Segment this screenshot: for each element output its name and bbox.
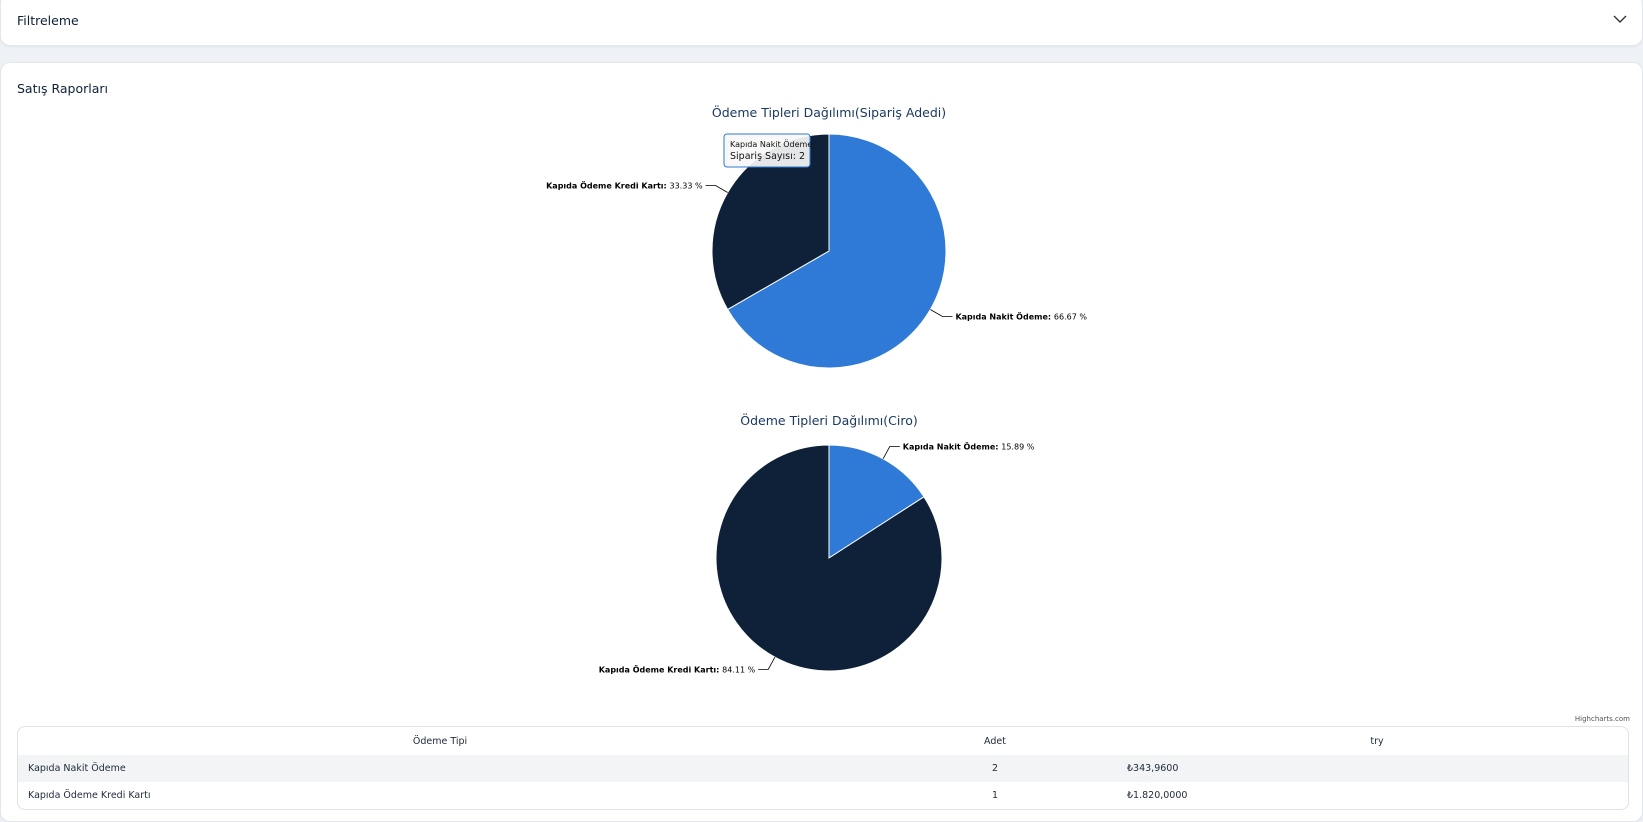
data-label: Kapıda Ödeme Kredi Kartı: 84.11 % <box>599 665 756 675</box>
filter-panel[interactable]: Filtreleme <box>0 0 1643 46</box>
data-label-connector <box>758 657 776 670</box>
tooltip-value: Sipariş Sayısı: 2 <box>730 151 805 162</box>
cell-payment-type: Kapıda Ödeme Kredi Kartı <box>28 790 151 801</box>
report-title: Satış Raporları <box>17 81 108 96</box>
pie-slice[interactable] <box>726 133 947 369</box>
cell-payment-type: Kapıda Nakit Ödeme <box>28 763 126 774</box>
data-label-connector <box>930 309 953 317</box>
column-header-payment-type[interactable]: Ödeme Tipi <box>412 735 468 747</box>
chart-tooltip: Kapıda Nakit Ödeme Sipariş Sayısı: 2 <box>723 133 812 168</box>
data-label-connector <box>705 185 728 193</box>
table-row: Kapıda Ödeme Kredi Kartı 1 ₺1.820,0000 <box>18 782 1628 809</box>
highcharts-credits[interactable]: Highcharts.com <box>1574 715 1630 723</box>
filter-title: Filtreleme <box>17 13 79 28</box>
data-label-connector <box>882 446 900 459</box>
cell-amount: ₺343,9600 <box>1127 763 1179 774</box>
data-label: Kapıda Ödeme Kredi Kartı: 33.33 % <box>546 180 703 190</box>
sales-report-panel: Satış Raporları Ödeme Tipleri Dağılımı(S… <box>0 62 1643 822</box>
payment-count-pie-chart: Ödeme Tipleri Dağılımı(Sipariş Adedi) Ka… <box>546 104 1087 369</box>
chevron-down-icon[interactable] <box>1612 13 1628 25</box>
column-header-amount[interactable]: try <box>1370 735 1384 747</box>
cell-count: 2 <box>991 763 999 774</box>
table-row: Kapıda Nakit Ödeme 2 ₺343,9600 <box>18 755 1628 782</box>
column-header-count[interactable]: Adet <box>984 735 1006 747</box>
payment-revenue-pie-chart: Ödeme Tipleri Dağılımı(Ciro) Kapıda Naki… <box>599 413 1035 675</box>
chart-title: Ödeme Tipleri Dağılımı(Sipariş Adedi) <box>712 104 946 120</box>
data-label: Kapıda Nakit Ödeme: 66.67 % <box>955 312 1087 322</box>
cell-count: 1 <box>991 790 999 801</box>
payment-summary-table: Ödeme Tipi Adet try Kapıda Nakit Ödeme 2… <box>17 726 1629 810</box>
chart-title: Ödeme Tipleri Dağılımı(Ciro) <box>740 413 917 428</box>
pie-slice[interactable] <box>828 444 925 559</box>
data-label: Kapıda Nakit Ödeme: 15.89 % <box>903 441 1035 451</box>
tooltip-name: Kapıda Nakit Ödeme <box>730 139 812 149</box>
table-header-row: Ödeme Tipi Adet try <box>18 727 1628 755</box>
cell-amount: ₺1.820,0000 <box>1127 790 1188 801</box>
